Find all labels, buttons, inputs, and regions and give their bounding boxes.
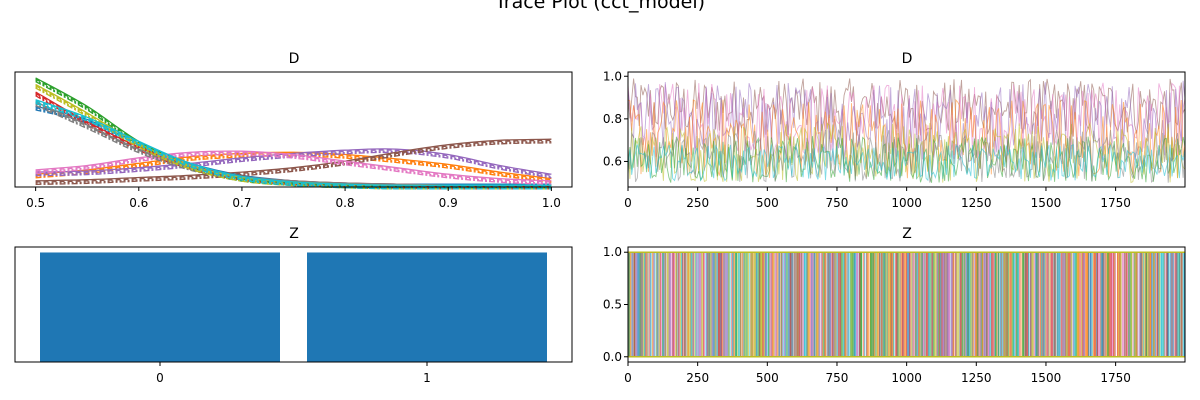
x-tick-label: 250: [686, 371, 709, 385]
density-curve: [35, 86, 552, 189]
density-curve: [35, 100, 552, 188]
z-trace-ticks: 0 250 500 750 1000 1250 1500 1750 0.0 0.5 1.0: [603, 245, 1131, 385]
z-hist-frame: [14, 246, 573, 363]
z-trace-frame: [627, 246, 1186, 363]
x-tick-label: 250: [686, 196, 709, 210]
x-tick-label: 0.8: [336, 196, 355, 210]
density-curve: [35, 151, 552, 180]
d-density-curves: [35, 77, 552, 190]
x-tick-label: 0.6: [129, 196, 148, 210]
x-tick-label: 0.9: [439, 196, 458, 210]
y-tick-label: 0.8: [603, 112, 622, 126]
y-tick-label: 1.0: [603, 245, 622, 259]
x-tick-label: 0: [624, 196, 632, 210]
x-tick-label: 1750: [1100, 371, 1131, 385]
density-curve: [35, 101, 552, 189]
x-tick-label: 1500: [1031, 196, 1062, 210]
z-bar: [307, 252, 547, 362]
x-tick-label: 500: [756, 196, 779, 210]
density-curve: [35, 150, 552, 178]
density-curve: [35, 139, 552, 183]
x-tick-label: 1500: [1031, 371, 1062, 385]
x-tick-label: 0.7: [232, 196, 251, 210]
y-tick-label: 1.0: [603, 69, 622, 83]
y-tick-label: 0.5: [603, 298, 622, 312]
x-tick-label: 1.0: [542, 196, 561, 210]
x-tick-label: 1000: [891, 196, 922, 210]
x-tick-label: 750: [826, 196, 849, 210]
trace-line: [627, 82, 1186, 158]
z-trace-lines: [628, 251, 1186, 358]
d-density-x-ticks: 0.5 0.6 0.7 0.8 0.9 1.0: [26, 187, 561, 210]
y-tick-label: 0.0: [603, 350, 622, 364]
x-tick-label: 0: [156, 371, 164, 385]
d-density-frame: [14, 71, 573, 188]
density-curve: [35, 154, 552, 182]
density-curve: [35, 142, 552, 186]
density-curve: [35, 152, 552, 184]
trace-line: [627, 80, 1186, 163]
z-hist-title: Z: [289, 226, 299, 242]
z-hist-bars: [40, 252, 547, 362]
x-tick-label: 500: [756, 371, 779, 385]
density-curve: [35, 138, 552, 182]
z-bar: [40, 252, 280, 362]
x-tick-label: 1: [423, 371, 431, 385]
x-tick-label: 1000: [891, 371, 922, 385]
density-curve: [35, 148, 552, 175]
x-tick-label: 1250: [961, 371, 992, 385]
x-tick-label: 0: [624, 371, 632, 385]
d-trace-lines: [627, 78, 1186, 184]
density-curve: [35, 150, 552, 182]
figure-suptitle: Trace Plot (cct_model): [494, 0, 705, 13]
density-curve: [35, 99, 552, 186]
x-tick-label: 1750: [1100, 196, 1131, 210]
density-curve: [35, 151, 552, 179]
trace-line: [627, 78, 1186, 136]
x-tick-label: 1250: [961, 196, 992, 210]
x-tick-label: 0.5: [26, 196, 45, 210]
z-trace-title: Z: [902, 226, 912, 242]
d-density-panel: D 0.5 0.6 0.7 0.8 0.9 1.0: [14, 51, 573, 210]
trace-line: [627, 143, 1186, 182]
x-tick-label: 750: [826, 371, 849, 385]
d-trace-frame: [627, 71, 1186, 188]
d-density-title: D: [289, 51, 300, 67]
density-curve: [35, 151, 552, 183]
density-curve: [35, 140, 552, 184]
d-trace-ticks: 0 250 500 750 1000 1250 1500 1750 0.6 0.8 1.0: [603, 69, 1131, 210]
d-trace-panel: D 0 250 500 750 1000 1250 1500 1750 0.6 0.8 1.0: [603, 51, 1186, 210]
density-curve: [35, 154, 552, 186]
d-trace-title: D: [902, 51, 913, 67]
z-trace-panel: Z 0 250 500 750 1000 1250 1500 1750 0.0 0.5 1.0: [603, 226, 1186, 385]
y-tick-label: 0.6: [603, 154, 622, 168]
density-curve: [35, 108, 552, 188]
density-curve: [35, 102, 552, 190]
